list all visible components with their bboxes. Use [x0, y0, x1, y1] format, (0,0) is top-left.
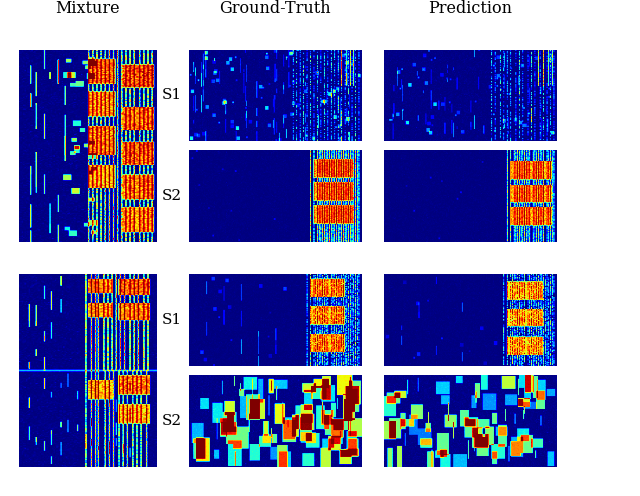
Text: S2: S2 — [162, 189, 182, 203]
Text: Ground-Truth: Ground-Truth — [220, 0, 331, 17]
Text: S1: S1 — [162, 88, 182, 103]
Text: Mixture: Mixture — [56, 0, 120, 17]
Text: Prediction: Prediction — [428, 0, 513, 17]
Text: S1: S1 — [162, 313, 182, 327]
Text: S2: S2 — [162, 414, 182, 428]
